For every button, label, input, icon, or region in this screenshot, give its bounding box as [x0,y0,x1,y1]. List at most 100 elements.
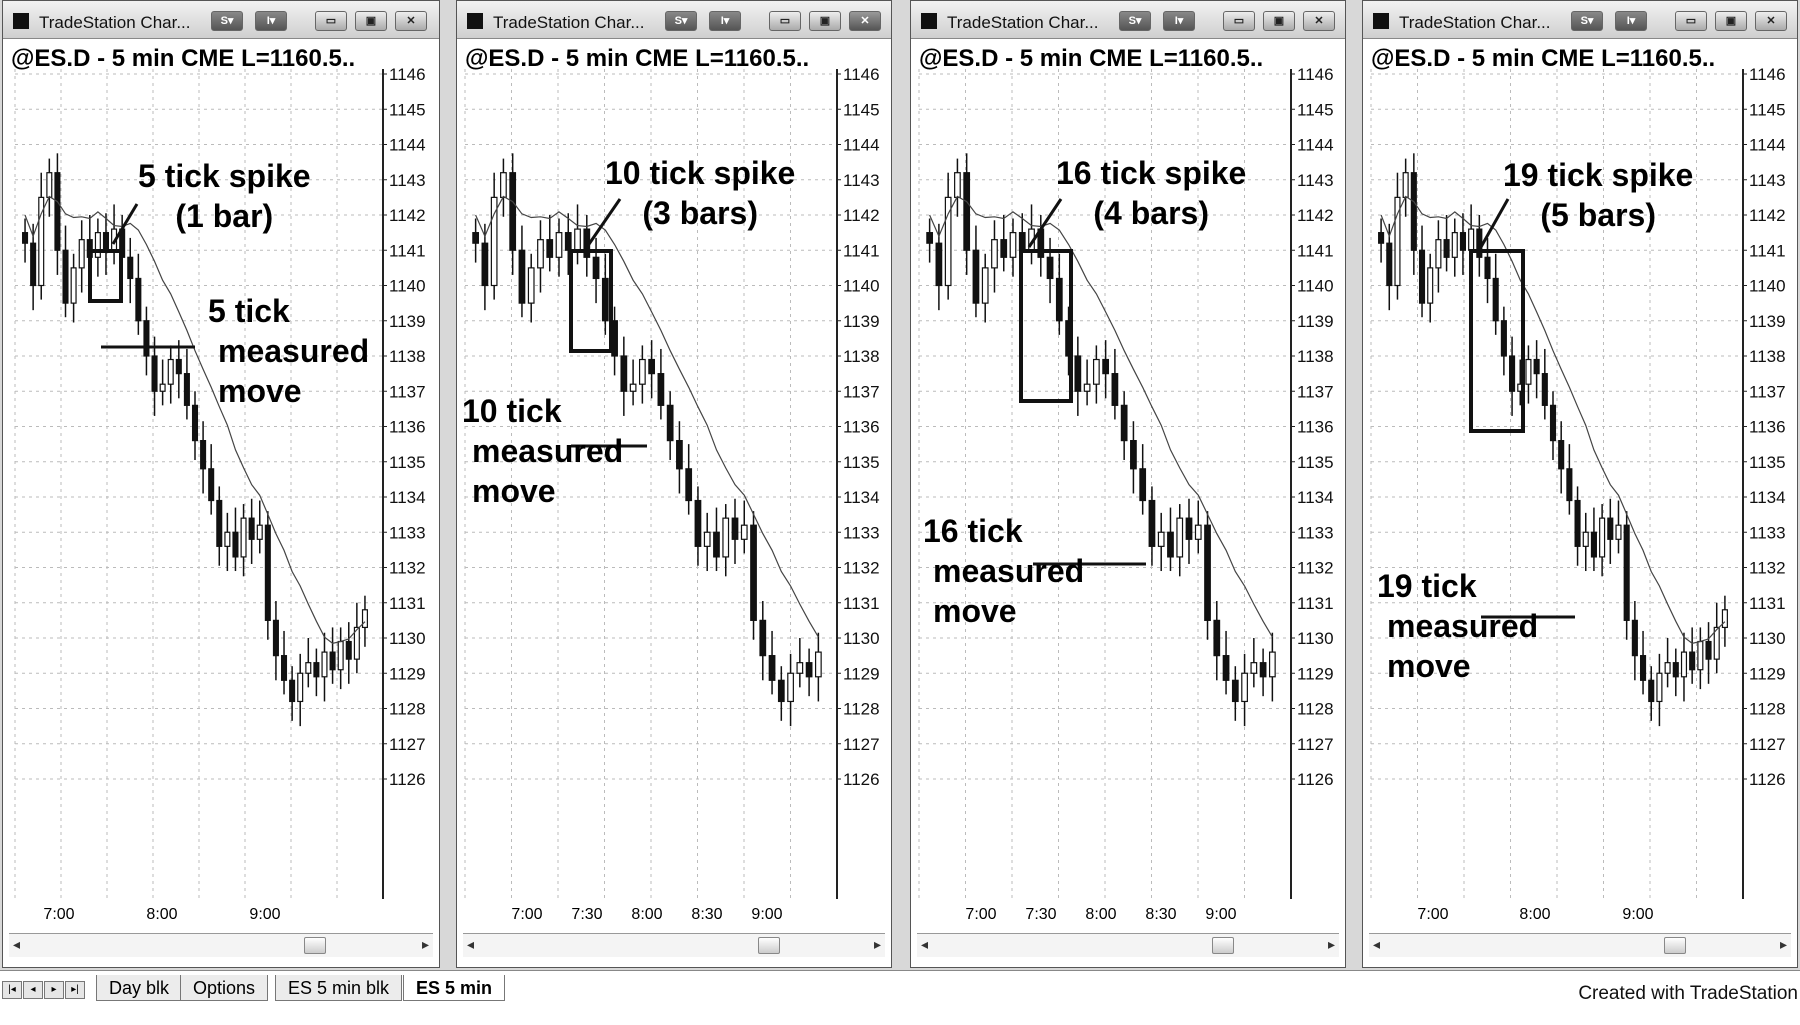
spike-box [1019,249,1073,403]
time-tick-label: 7:00 [965,906,997,923]
price-tick-label: 1128 [1749,700,1786,719]
prev-tab-icon[interactable]: ◂ [23,981,43,999]
candle-body [1582,531,1589,547]
title-bar[interactable]: TradeStation Char... S▾ I▾ ▭ ▣ ✕ [457,1,891,39]
candle-body [1148,499,1156,547]
indicator-menu-button[interactable]: I▾ [255,11,287,31]
tab-es-5-min-blk[interactable]: ES 5 min blk [275,975,403,1001]
window-title: TradeStation Char... [493,13,645,32]
price-chart[interactable]: 1146 1145 1144 1143 1142 1141 1140 1139 1138 1137… [911,39,1347,904]
chart-window-2[interactable]: TradeStation Char... S▾ I▾ ▭ ▣ ✕ @ES.D -… [456,0,892,968]
scroll-left-icon[interactable]: ◂ [467,936,475,952]
measured-move-annotation-line: move [1387,648,1471,684]
minimize-button[interactable]: ▭ [315,11,347,31]
tab-es-5-min[interactable]: ES 5 min [403,975,506,1001]
title-bar[interactable]: TradeStation Char... S▾ I▾ ▭ ▣ ✕ [1363,1,1797,39]
next-tab-icon[interactable]: ▸ [44,981,64,999]
maximize-button[interactable]: ▣ [1263,11,1295,31]
scroll-thumb[interactable] [304,937,326,954]
scroll-left-icon[interactable]: ◂ [921,936,929,952]
close-button[interactable]: ✕ [1755,11,1787,31]
close-button[interactable]: ✕ [395,11,427,31]
chart-window-4[interactable]: TradeStation Char... S▾ I▾ ▭ ▣ ✕ @ES.D -… [1362,0,1798,968]
spike-annotation: 10 tick spike (3 bars) [605,153,795,233]
candle-body [926,232,934,244]
price-chart[interactable]: 1146 1145 1144 1143 1142 1141 1140 1139 1138 1137… [1363,39,1799,904]
scroll-thumb[interactable] [758,937,780,954]
minimize-button[interactable]: ▭ [1223,11,1255,31]
horizontal-scrollbar[interactable]: ◂ ▸ [9,933,433,957]
indicator-menu-button[interactable]: I▾ [709,11,741,31]
symbol-menu-button[interactable]: S▾ [665,11,697,31]
price-tick-label: 1145 [389,100,426,119]
time-tick-label: 8:00 [146,906,178,923]
moving-average-line [929,195,1273,638]
scroll-right-icon[interactable]: ▸ [421,936,429,952]
symbol-menu-button[interactable]: S▾ [1571,11,1603,31]
candle-body [1410,172,1417,251]
candle-body [151,355,158,392]
title-bar[interactable]: TradeStation Char... S▾ I▾ ▭ ▣ ✕ [911,1,1345,39]
indicator-menu-button[interactable]: I▾ [1163,11,1195,31]
candle-body [1204,524,1211,621]
maximize-button[interactable]: ▣ [355,11,387,31]
candle-body [30,242,37,287]
time-tick-label: 9:00 [1205,906,1237,923]
app-icon [13,13,29,29]
candle-body [256,524,263,540]
measured-move-annotation: 5 tick measured move [208,291,369,411]
scroll-thumb[interactable] [1212,937,1234,954]
close-button[interactable]: ✕ [1303,11,1335,31]
last-tab-icon[interactable]: ▸| [65,981,85,999]
scroll-right-icon[interactable]: ▸ [1779,936,1787,952]
symbol-menu-button[interactable]: S▾ [211,11,243,31]
candle-body [1167,531,1174,558]
price-tick-label: 1137 [1297,382,1334,401]
scroll-right-icon[interactable]: ▸ [873,936,881,952]
price-tick-label: 1143 [1749,171,1786,190]
tab-options[interactable]: Options [180,975,269,1001]
candle-body [1590,531,1597,558]
horizontal-scrollbar[interactable]: ◂ ▸ [917,933,1339,957]
candle-body [518,249,526,304]
candle-body [1492,277,1499,322]
price-tick-label: 1140 [389,277,426,296]
candle-body [38,196,45,287]
candle-body [1185,517,1193,540]
scroll-left-icon[interactable]: ◂ [1373,936,1381,952]
minimize-button[interactable]: ▭ [1675,11,1707,31]
candle-body [1046,256,1054,280]
candle-body [1241,672,1248,703]
candle-body [490,196,498,287]
price-tick-label: 1130 [1749,629,1786,648]
scroll-left-icon[interactable]: ◂ [13,936,21,952]
maximize-button[interactable]: ▣ [1715,11,1747,31]
measured-move-annotation-line: move [218,373,302,409]
horizontal-scrollbar[interactable]: ◂ ▸ [1369,933,1791,957]
candle-body [167,358,174,385]
symbol-menu-button[interactable]: S▾ [1119,11,1151,31]
title-bar[interactable]: TradeStation Char... S▾ I▾ ▭ ▣ ✕ [3,1,439,39]
candle-body [1394,196,1401,287]
scroll-thumb[interactable] [1664,937,1686,954]
price-tick-label: 1134 [843,488,880,507]
price-chart[interactable]: 1146 1145 1144 1143 1142 1141 1140 1139 1138 1137… [457,39,893,904]
first-tab-icon[interactable]: |◂ [2,981,22,999]
indicator-menu-button[interactable]: I▾ [1615,11,1647,31]
candle-body [1697,640,1704,671]
price-tick-label: 1142 [843,206,880,225]
price-chart[interactable]: 1146 1145 1144 1143 1142 1141 1140 1139 1138 1137… [3,39,441,904]
tab-day-blk[interactable]: Day blk [96,975,183,1001]
horizontal-scrollbar[interactable]: ◂ ▸ [463,933,885,957]
minimize-button[interactable]: ▭ [769,11,801,31]
price-tick-label: 1140 [1297,277,1334,296]
chart-window-1[interactable]: TradeStation Char... S▾ I▾ ▭ ▣ ✕ @ES.D -… [2,0,440,968]
price-tick-label: 1143 [1297,171,1334,190]
candle-body [1648,679,1655,703]
candle-body [216,499,223,547]
maximize-button[interactable]: ▣ [809,11,841,31]
close-button[interactable]: ✕ [849,11,881,31]
chart-window-3[interactable]: TradeStation Char... S▾ I▾ ▭ ▣ ✕ @ES.D -… [910,0,1346,968]
scroll-right-icon[interactable]: ▸ [1327,936,1335,952]
candle-body [1639,655,1647,681]
